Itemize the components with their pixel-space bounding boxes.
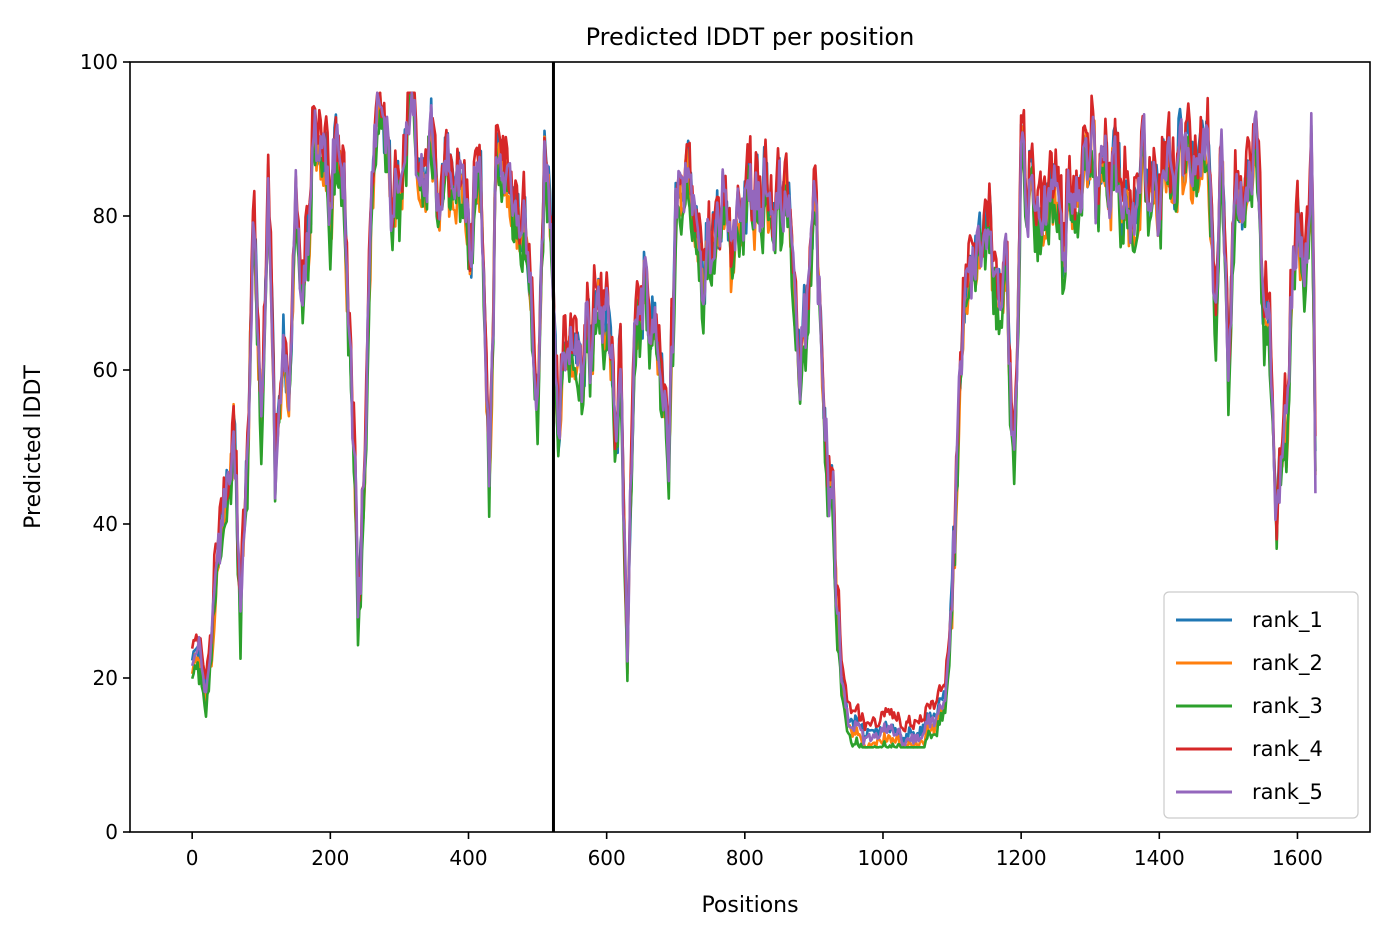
- y-axis: 0 20 40 60 80 100: [80, 50, 130, 844]
- plot-frame: [129, 61, 1371, 833]
- y-tick-label: 80: [93, 204, 118, 228]
- y-tick-label: 100: [80, 50, 118, 74]
- legend-label-rank_1: rank_1: [1252, 608, 1323, 633]
- x-tick-label: 1200: [996, 846, 1047, 870]
- legend-box: [1163, 591, 1359, 819]
- x-tick-label: 1000: [858, 846, 909, 870]
- x-tick-label: 400: [449, 846, 487, 870]
- legend: rank_1 rank_2 rank_3 rank_4 rank_5: [1163, 591, 1359, 819]
- x-tick-label: 0: [186, 846, 199, 870]
- y-tick-label: 20: [93, 666, 118, 690]
- x-tick-label: 800: [726, 846, 764, 870]
- x-axis-label: Positions: [701, 893, 798, 918]
- legend-label-rank_2: rank_2: [1252, 651, 1323, 676]
- y-tick-label: 0: [105, 820, 118, 844]
- x-tick-label: 200: [311, 846, 349, 870]
- legend-label-rank_5: rank_5: [1252, 780, 1323, 805]
- x-tick-label: 1600: [1272, 846, 1323, 870]
- x-axis: 0 200 400 600 800 1000 1200 1400 1600: [186, 832, 1323, 870]
- series-line-rank_5: [190, 91, 1317, 747]
- legend-label-rank_4: rank_4: [1252, 737, 1323, 762]
- x-tick-label: 600: [588, 846, 626, 870]
- x-tick-label: 1400: [1134, 846, 1185, 870]
- legend-label-rank_3: rank_3: [1252, 694, 1323, 719]
- y-axis-label: Predicted lDDT: [21, 365, 46, 529]
- plot-area: [190, 62, 1317, 832]
- y-tick-label: 40: [93, 512, 118, 536]
- chart-title: Predicted lDDT per position: [586, 23, 915, 51]
- y-tick-label: 60: [93, 358, 118, 382]
- series-layer: [190, 91, 1317, 749]
